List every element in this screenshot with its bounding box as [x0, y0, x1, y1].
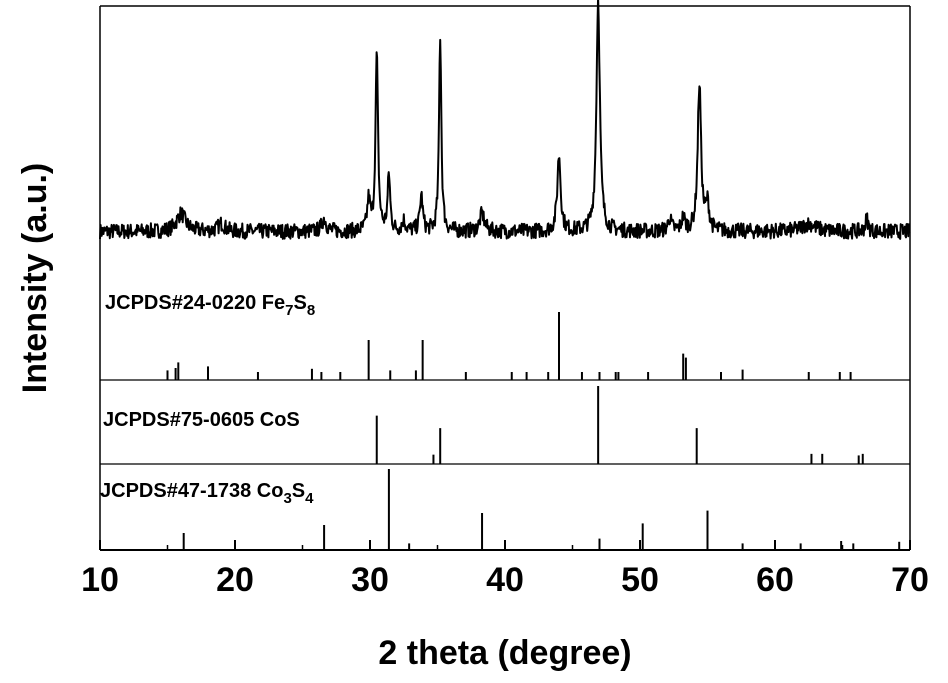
x-tick-label-70: 70 [891, 561, 929, 599]
ref-label-fe7s8: JCPDS#24-0220 Fe7S8 [105, 292, 315, 319]
x-tick-label-50: 50 [621, 561, 659, 599]
x-tick-label-60: 60 [756, 561, 794, 599]
y-axis-title: Intensity (a.u.) [16, 163, 54, 393]
ref-label-cos: JCPDS#75-0605 CoS [103, 409, 300, 431]
x-axis-title: 2 theta (degree) [378, 634, 631, 672]
x-tick-label-30: 30 [351, 561, 389, 599]
x-tick-label-40: 40 [486, 561, 524, 599]
ref-label-co3s4: JCPDS#47-1738 Co3S4 [100, 480, 314, 507]
x-axis-ticks [100, 540, 910, 550]
x-axis-tick-labels: 10 20 30 40 50 60 70 [81, 561, 929, 599]
measured-xrd-pattern [100, 0, 910, 239]
x-tick-label-20: 20 [216, 561, 254, 599]
x-tick-label-10: 10 [81, 561, 119, 599]
